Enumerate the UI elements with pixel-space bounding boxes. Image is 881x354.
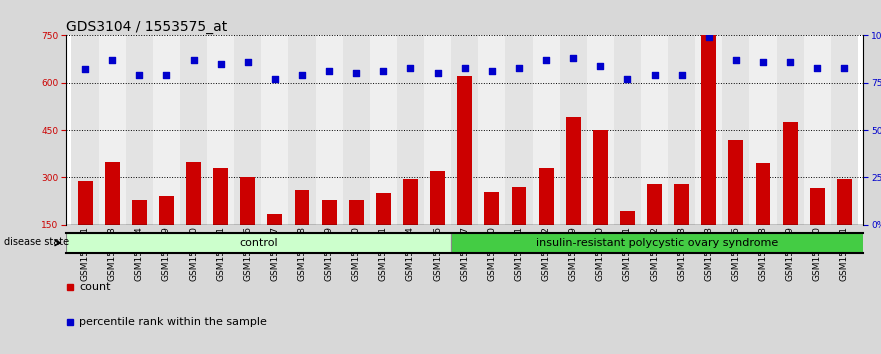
Point [811,65,825,70]
Bar [837,179,852,272]
Point [376,69,390,74]
Bar [451,35,478,225]
Bar [288,35,315,225]
Bar [132,200,147,272]
Bar [424,35,451,225]
Text: insulin-resistant polycystic ovary syndrome: insulin-resistant polycystic ovary syndr… [536,238,778,248]
Bar [153,35,180,225]
Bar [538,168,553,272]
Bar [614,35,641,225]
Bar [294,190,309,272]
Point [485,69,499,74]
Text: disease state: disease state [4,237,69,247]
Bar [451,233,863,253]
Bar [593,130,608,272]
Bar [648,184,662,272]
Point [566,55,581,61]
Bar [370,35,397,225]
Bar [587,35,614,225]
Point [756,59,770,65]
Bar [512,187,527,272]
Bar [506,35,532,225]
Bar [234,35,262,225]
Bar [776,35,803,225]
Bar [99,35,126,225]
Bar [457,76,472,272]
Bar [485,192,500,272]
Bar [674,184,689,272]
Bar [566,118,581,272]
Point [268,76,282,82]
Bar [78,181,93,272]
Bar [559,35,587,225]
Bar [803,35,831,225]
Text: GDS3104 / 1553575_at: GDS3104 / 1553575_at [66,21,227,34]
Bar [695,35,722,225]
Bar [478,35,506,225]
Bar [213,168,228,272]
Bar [641,35,668,225]
Bar [430,171,445,272]
Point [78,67,93,72]
Bar [831,35,858,225]
Bar [620,211,635,272]
Point [159,72,174,78]
Point [213,61,227,67]
Bar [186,162,201,272]
Bar [403,179,418,272]
Bar [71,35,99,225]
Bar [532,35,559,225]
Point [512,65,526,70]
Text: control: control [240,238,278,248]
Bar [729,139,744,272]
Point [431,70,445,76]
Point [295,72,309,78]
Bar [750,35,776,225]
Bar [376,193,391,272]
Bar [262,35,288,225]
Bar [315,35,343,225]
Point [187,57,201,63]
Bar [756,163,771,272]
Bar [349,200,364,272]
Point [675,72,689,78]
Point [729,57,743,63]
Point [783,59,797,65]
Bar [180,35,207,225]
Point [241,59,255,65]
Point [457,65,471,70]
Bar [268,214,282,272]
Point [539,57,553,63]
Point [620,76,634,82]
Text: count: count [79,282,111,292]
Bar [126,35,153,225]
Point [403,65,418,70]
Point [702,34,716,40]
Bar [397,35,424,225]
Point [322,69,337,74]
Bar [105,162,120,272]
Bar [66,233,451,253]
Bar [322,200,337,272]
Bar [668,35,695,225]
Bar [207,35,234,225]
Point [132,72,146,78]
Bar [722,35,750,225]
Point [593,63,607,69]
Bar [241,177,255,272]
Bar [701,32,716,272]
Point [349,70,363,76]
Point [648,72,662,78]
Bar [782,122,797,272]
Bar [159,196,174,272]
Text: percentile rank within the sample: percentile rank within the sample [79,316,267,327]
Bar [343,35,370,225]
Bar [810,188,825,272]
Point [105,57,119,63]
Point [837,65,851,70]
